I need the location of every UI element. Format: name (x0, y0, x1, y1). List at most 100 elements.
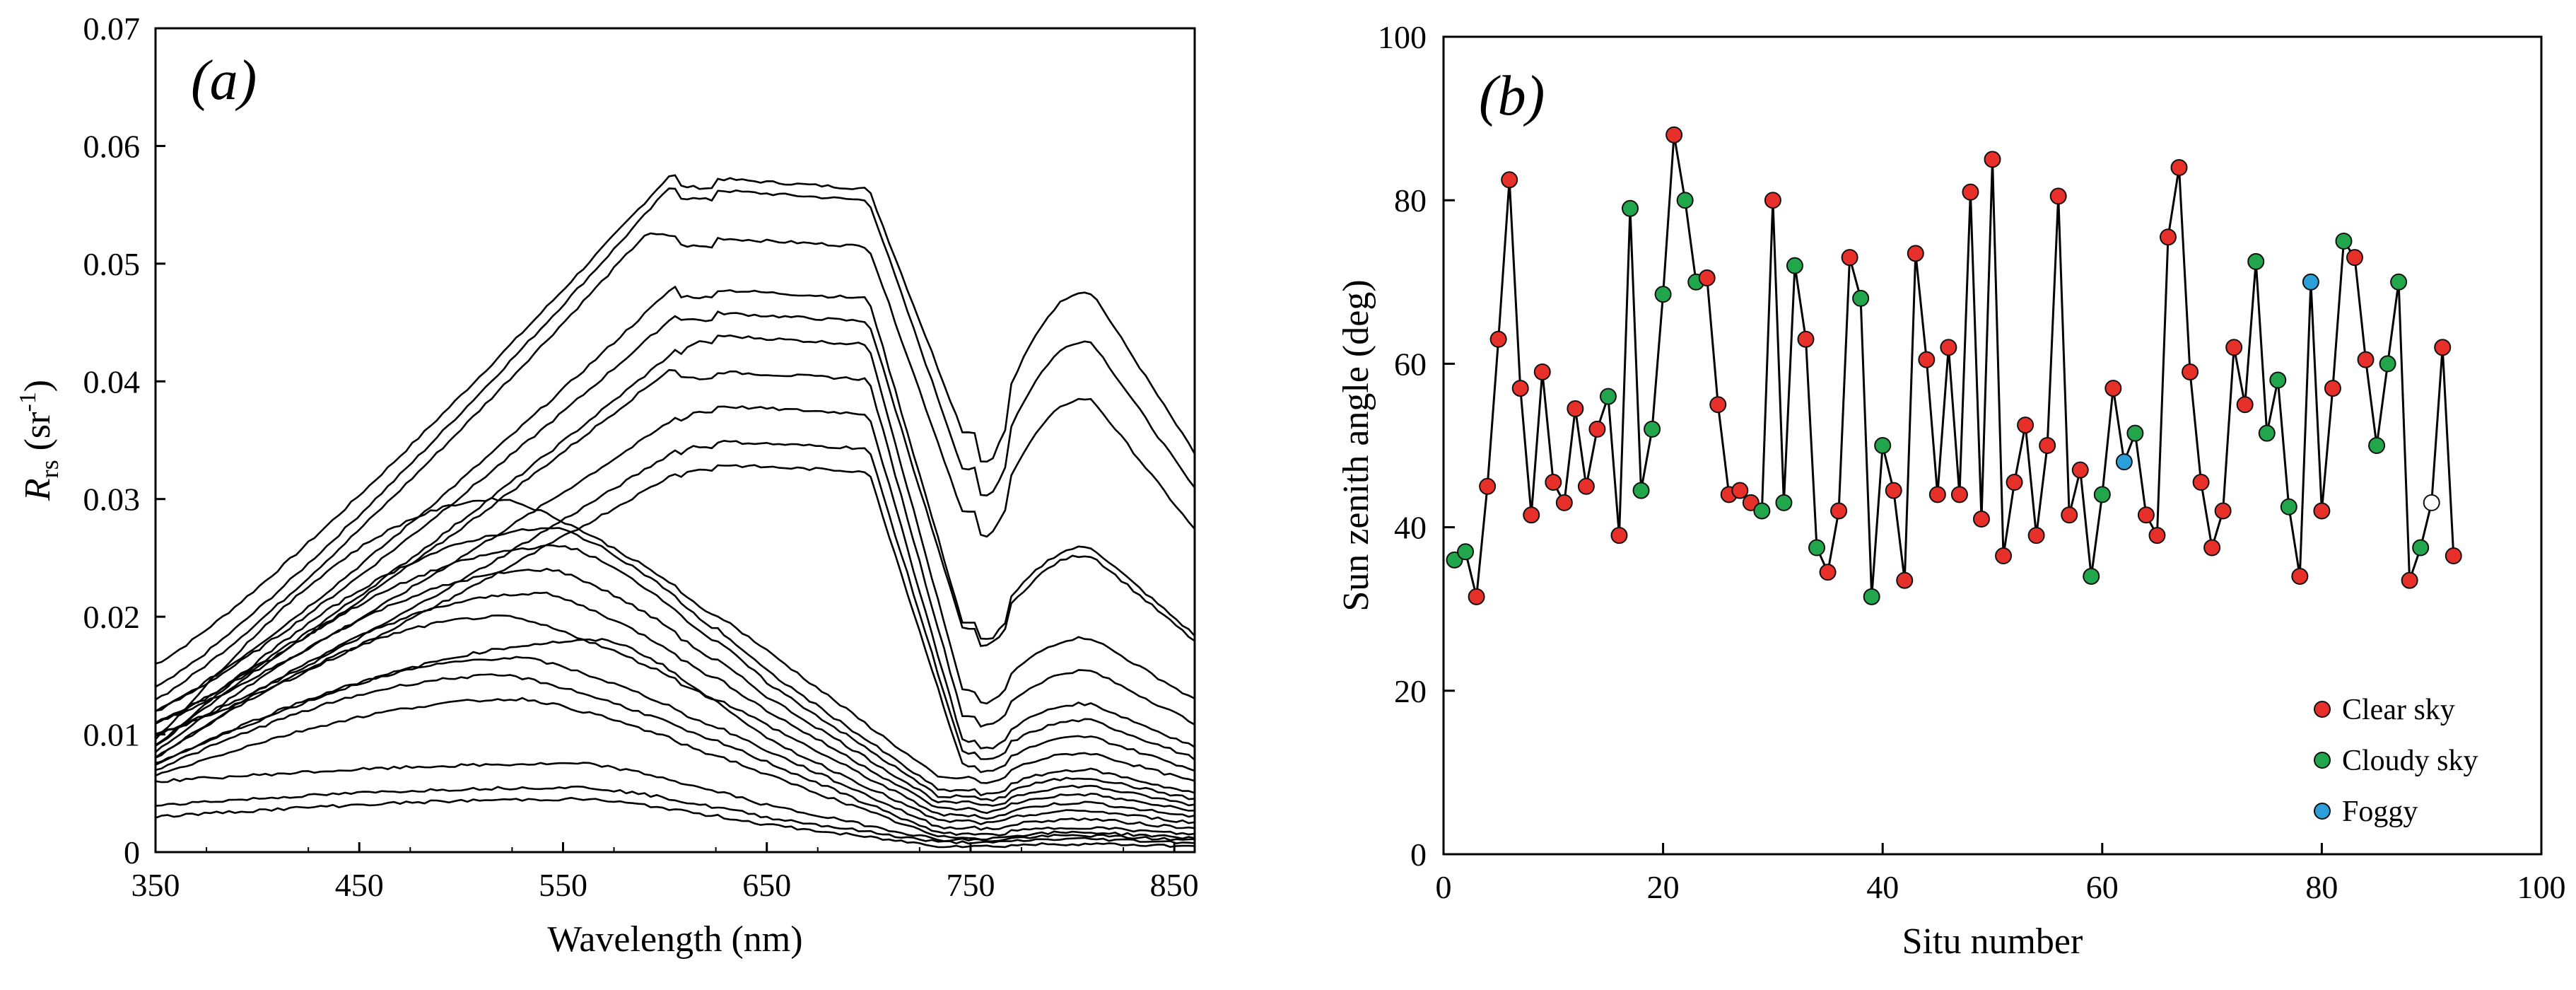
x-tick-label: 350 (131, 867, 180, 903)
spectrum-line (155, 673, 1195, 837)
panel-b-y-axis-label: Sun zenith angle (deg) (1336, 279, 1376, 611)
y-tick-label: 0.07 (83, 11, 141, 47)
data-point (1622, 199, 1639, 217)
x-tick-label: 20 (1647, 869, 1680, 905)
data-point (1907, 245, 1924, 262)
data-point (1950, 486, 1968, 503)
spectrum-line (155, 527, 1195, 797)
data-point (2126, 424, 2144, 442)
spectrum-line (155, 334, 1195, 724)
data-point (1533, 363, 1551, 380)
legend-marker (2314, 701, 2331, 718)
data-point (1841, 249, 1858, 267)
legend-label: Clear sky (2342, 694, 2455, 726)
spectrum-line (155, 496, 1195, 784)
data-point (2445, 547, 2462, 565)
spectrum-line (155, 796, 1195, 849)
data-point (2269, 371, 2287, 389)
x-tick-label: 750 (946, 867, 995, 903)
spectrum-line (155, 285, 1195, 713)
data-point (1709, 396, 1727, 414)
spectrum-line (155, 762, 1195, 843)
spectrum-line (155, 656, 1195, 831)
spectrum-line (155, 310, 1195, 712)
data-point (2412, 539, 2430, 557)
zenith-series-line (1453, 134, 2455, 598)
data-point (1852, 289, 1870, 307)
data-point (1511, 380, 1529, 397)
data-point (1753, 502, 1771, 520)
data-point (1698, 269, 1716, 287)
data-point (2313, 502, 2331, 520)
data-point (2137, 506, 2155, 524)
zenith-points (1446, 126, 2462, 605)
panel-b-x-ticks: 0 20 40 60 80 100 (1436, 843, 2566, 905)
data-point (1654, 286, 1672, 303)
data-point (1797, 330, 1815, 348)
y-tick-label: 0.06 (83, 128, 141, 164)
panel-a-y-ticks: 0 0.01 0.02 0.03 0.04 0.05 0.06 0.07 (83, 11, 165, 870)
y-tick-label: 80 (1394, 182, 1427, 219)
panel-a-spectra-chart: 350 450 550 650 750 850 0 0.01 0.02 0.03 0.04 0.05… (15, 11, 1199, 960)
data-point (2170, 158, 2188, 176)
data-point (1676, 192, 1694, 209)
data-point (2247, 252, 2265, 270)
y-label-subscript: rs (35, 460, 64, 478)
data-point (1819, 564, 1837, 581)
x-tick-label: 100 (2517, 869, 2566, 905)
spectrum-line (155, 187, 1196, 688)
data-point (2148, 527, 2166, 544)
spectra-lines (155, 174, 1196, 849)
y-label-unit-exponent: -1 (15, 392, 41, 412)
data-point (1918, 351, 1936, 368)
y-tick-label: 0.02 (83, 599, 141, 635)
data-point (1577, 477, 1595, 495)
data-point (2093, 486, 2111, 503)
panel-b-zenith-chart: 0 20 40 60 80 100 0 20 40 60 80 100 (b) Situ numbe… (1336, 19, 2566, 962)
data-point (2379, 355, 2396, 373)
data-point (2335, 233, 2353, 250)
data-point (1501, 171, 1518, 189)
data-point (1489, 330, 1507, 348)
spectrum-line (155, 174, 1196, 665)
panel-b-x-axis-label: Situ number (1902, 921, 2083, 962)
spectrum-line (155, 544, 1195, 802)
spectrum-line (155, 614, 1195, 820)
data-point (2302, 273, 2319, 291)
data-point (2006, 474, 2023, 491)
legend-marker (2314, 752, 2331, 769)
data-point (1599, 388, 1617, 405)
data-point (2357, 351, 2375, 368)
data-point (1972, 511, 1990, 528)
data-point (1764, 192, 1781, 209)
data-point (2214, 502, 2232, 520)
data-point (1632, 482, 1650, 499)
x-tick-label: 80 (2305, 869, 2338, 905)
y-tick-label: 0.05 (83, 246, 141, 282)
spectrum-line (155, 439, 1195, 761)
data-point (2049, 187, 2067, 205)
data-point (2182, 363, 2199, 380)
y-tick-label: 60 (1394, 346, 1427, 382)
data-point (1457, 543, 1475, 561)
legend-label: Cloudy sky (2342, 745, 2478, 777)
data-point (2027, 527, 2045, 544)
data-point (1962, 183, 1979, 201)
panel-a-x-ticks: 350 450 550 650 750 850 (131, 842, 1199, 903)
panel-b-plot-frame (1442, 35, 2543, 856)
data-point (1830, 502, 1848, 520)
data-point (1468, 588, 1485, 605)
y-tick-label: 0.04 (83, 363, 141, 400)
data-point (1896, 571, 1914, 589)
spectrum-line (155, 697, 1195, 841)
data-point (1984, 151, 2001, 168)
data-point (1863, 588, 1880, 605)
data-point (2159, 228, 2177, 246)
data-point (2039, 437, 2056, 454)
y-tick-label: 0 (1410, 837, 1427, 873)
data-point (2346, 249, 2363, 267)
legend: Clear sky Cloudy sky Foggy (2314, 694, 2478, 828)
data-point (2434, 339, 2452, 356)
